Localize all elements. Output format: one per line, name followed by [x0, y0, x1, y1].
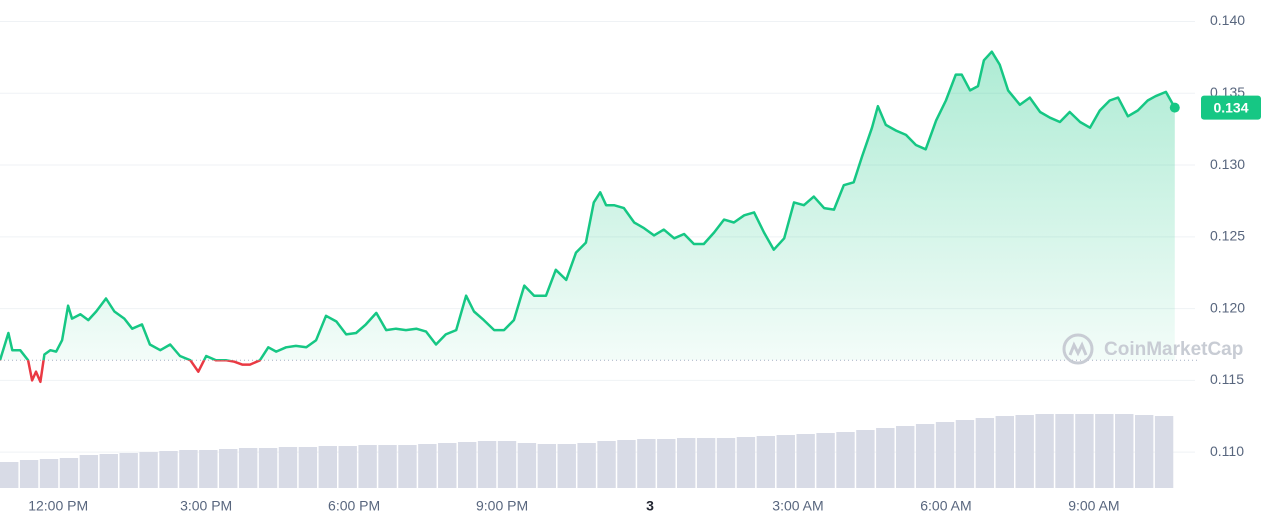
volume-bar — [159, 451, 178, 488]
volume-bar — [1055, 414, 1074, 488]
volume-bar — [418, 444, 437, 488]
watermark-text: CoinMarketCap — [1104, 339, 1243, 360]
x-tick-label: 12:00 PM — [28, 498, 88, 514]
x-tick-label: 9:00 AM — [1068, 498, 1119, 514]
volume-bar — [577, 443, 596, 488]
volume-bar — [1095, 414, 1114, 488]
volume-bar — [836, 432, 855, 488]
volume-bar — [199, 450, 218, 488]
volume-bar — [935, 422, 955, 488]
volume-bar — [915, 424, 935, 488]
volume-bar — [1015, 415, 1034, 488]
y-tick-label: 0.140 — [1210, 12, 1245, 28]
volume-bar — [278, 447, 298, 488]
y-tick-label: 0.120 — [1210, 299, 1245, 315]
volume-bar — [39, 459, 59, 488]
volume-bar — [756, 436, 776, 488]
volume-bar — [676, 438, 696, 488]
volume-bar — [238, 448, 258, 488]
volume-bar — [378, 445, 397, 488]
volume-bar — [816, 433, 835, 488]
x-tick-label: 3:00 AM — [772, 498, 823, 514]
volume-bar — [497, 441, 517, 488]
volume-bar — [477, 441, 497, 488]
volume-bar — [19, 460, 39, 488]
x-tick-label: 3 — [646, 498, 654, 514]
area-fill — [0, 51, 1175, 361]
current-price-label: 0.134 — [1213, 99, 1248, 115]
volume-bar — [119, 453, 138, 488]
volume-bar — [438, 443, 457, 488]
volume-bar — [637, 439, 656, 488]
volume-bar — [955, 420, 975, 488]
volume-bar — [298, 447, 318, 488]
volume-bar — [338, 446, 357, 488]
volume-bar — [776, 435, 795, 488]
volume-bar — [219, 449, 238, 488]
volume-bar — [696, 438, 716, 488]
volume-bar — [557, 444, 576, 488]
volume-bar — [358, 445, 377, 488]
x-tick-label: 3:00 PM — [180, 498, 232, 514]
volume-bar — [457, 442, 477, 488]
volume-bar — [398, 445, 417, 488]
watermark: CoinMarketCap — [1062, 333, 1243, 365]
volume-bar — [716, 438, 736, 488]
volume-bar — [617, 440, 636, 488]
volume-bar — [736, 437, 756, 488]
volume-bar — [975, 418, 995, 488]
volume-bar — [1134, 415, 1154, 488]
volume-bar — [856, 430, 875, 488]
volume-bar — [1035, 414, 1054, 488]
volume-bar — [796, 434, 815, 488]
volume-bar — [995, 416, 1014, 488]
x-tick-label: 6:00 PM — [328, 498, 380, 514]
volume-bar — [1075, 414, 1094, 488]
volume-bar — [258, 448, 278, 488]
x-tick-label: 9:00 PM — [476, 498, 528, 514]
volume-bar — [1154, 416, 1174, 488]
volume-bar — [597, 441, 616, 488]
volume-bar — [79, 455, 99, 488]
volume-bar — [139, 452, 158, 488]
last-point — [1169, 102, 1180, 113]
y-tick-label: 0.110 — [1210, 443, 1244, 459]
volume-bar — [657, 439, 676, 488]
volume-bar — [537, 444, 557, 488]
volume-bar — [179, 450, 198, 488]
volume-bar — [1115, 414, 1134, 488]
volume-bar — [318, 446, 337, 488]
y-tick-label: 0.130 — [1210, 156, 1245, 172]
price-badge — [1201, 95, 1261, 120]
y-tick-label: 0.125 — [1210, 228, 1245, 244]
volume-bar — [59, 458, 79, 488]
x-tick-label: 6:00 AM — [920, 498, 971, 514]
volume-bar — [876, 428, 895, 488]
price-line — [0, 50, 1176, 361]
volume-bar — [0, 462, 19, 488]
volume-bar — [896, 426, 915, 488]
volume-bar — [517, 443, 537, 488]
y-tick-label: 0.115 — [1210, 371, 1244, 387]
volume-bar — [99, 454, 118, 488]
